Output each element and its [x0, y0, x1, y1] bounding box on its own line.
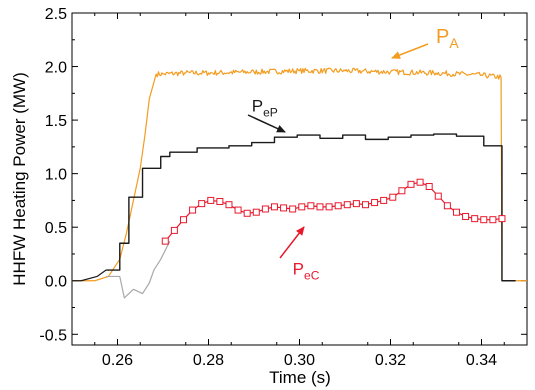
data-point-pec	[380, 196, 388, 204]
data-point-pec	[216, 197, 224, 205]
annotation-label-main: P	[252, 97, 263, 116]
data-point-pec	[498, 215, 506, 223]
data-point-pec	[170, 226, 178, 234]
x-tick-label: 0.28	[193, 352, 224, 369]
y-axis-title: HHFW Heating Power (MW)	[10, 72, 29, 285]
data-point-pec	[343, 201, 351, 209]
data-point-pec	[334, 202, 342, 210]
marker-layer	[161, 178, 506, 245]
data-point-pec	[480, 216, 488, 224]
annotation-label-pa: PA	[436, 26, 459, 51]
data-point-pec	[316, 203, 324, 211]
series-line-p-ec	[164, 181, 503, 242]
data-point-pec	[298, 203, 306, 211]
data-point-pec	[261, 205, 269, 213]
data-point-pec	[389, 193, 397, 201]
y-tick-label: 2.0	[45, 60, 67, 77]
y-tick-label: 0.0	[45, 274, 67, 291]
y-tick-label: 2.5	[45, 6, 67, 23]
x-tick-label: 0.34	[466, 352, 497, 369]
data-point-pec	[325, 203, 333, 211]
data-point-pec	[198, 200, 206, 208]
series-line-p-a	[72, 67, 527, 282]
series-line-p-ep-lead-in-	[72, 269, 107, 282]
series-line-p-ec-lead-in-	[106, 240, 171, 299]
data-point-pec	[207, 196, 215, 204]
data-point-pec	[425, 183, 433, 190]
x-tick-label: 0.30	[284, 352, 315, 369]
data-point-pec	[462, 212, 470, 220]
annotation-arrow-pec	[279, 226, 305, 259]
data-point-pec	[361, 201, 369, 209]
data-point-pec	[307, 202, 315, 210]
annotation-label-subscript: A	[449, 35, 459, 51]
data-point-pec	[225, 201, 233, 209]
data-point-pec	[234, 206, 242, 214]
series-line-p-ep	[106, 133, 516, 282]
data-point-pec	[489, 216, 497, 224]
data-point-pec	[443, 202, 451, 210]
x-axis-title: Time (s)	[269, 368, 331, 387]
annotation-label-pec: PeC	[293, 259, 320, 282]
data-point-pec	[452, 208, 460, 216]
annotation-label-pep: PeP	[252, 97, 278, 120]
data-point-pec	[189, 206, 197, 214]
data-point-pec	[371, 199, 379, 207]
axis-tick-labels: 0.26 0.28 0.30 0.32 0.34 -0.5 0.0 0.5 1.0 1.5 2.0 2…	[39, 6, 497, 369]
data-point-pec	[252, 208, 260, 216]
data-point-pec	[289, 205, 297, 213]
data-point-pec	[407, 180, 415, 188]
annotation-arrow-pep	[247, 114, 286, 133]
data-point-pec	[471, 215, 479, 223]
annotation-arrow-pa	[391, 43, 429, 59]
data-point-pec	[398, 187, 406, 195]
y-tick-label: -0.5	[39, 327, 67, 344]
data-point-pec	[352, 200, 360, 208]
annotation-label-subscript: eC	[304, 268, 320, 282]
annotation-label-main: P	[293, 259, 304, 278]
data-point-pec	[434, 192, 442, 200]
annotation-label-subscript: eP	[263, 106, 278, 120]
data-point-pec	[161, 237, 169, 245]
x-tick-label: 0.32	[375, 352, 406, 369]
data-point-pec	[270, 203, 278, 211]
data-point-pec	[416, 178, 424, 186]
y-tick-label: 0.5	[45, 220, 67, 237]
y-tick-label: 1.0	[45, 167, 67, 184]
axis-ticks	[72, 12, 527, 345]
data-point-pec	[179, 216, 187, 224]
annotation-label-main: P	[436, 26, 449, 48]
plot-frame	[71, 12, 528, 346]
y-tick-label: 1.5	[45, 113, 67, 130]
x-tick-label: 0.26	[102, 352, 133, 369]
data-point-pec	[243, 209, 251, 217]
data-point-pec	[280, 204, 288, 212]
